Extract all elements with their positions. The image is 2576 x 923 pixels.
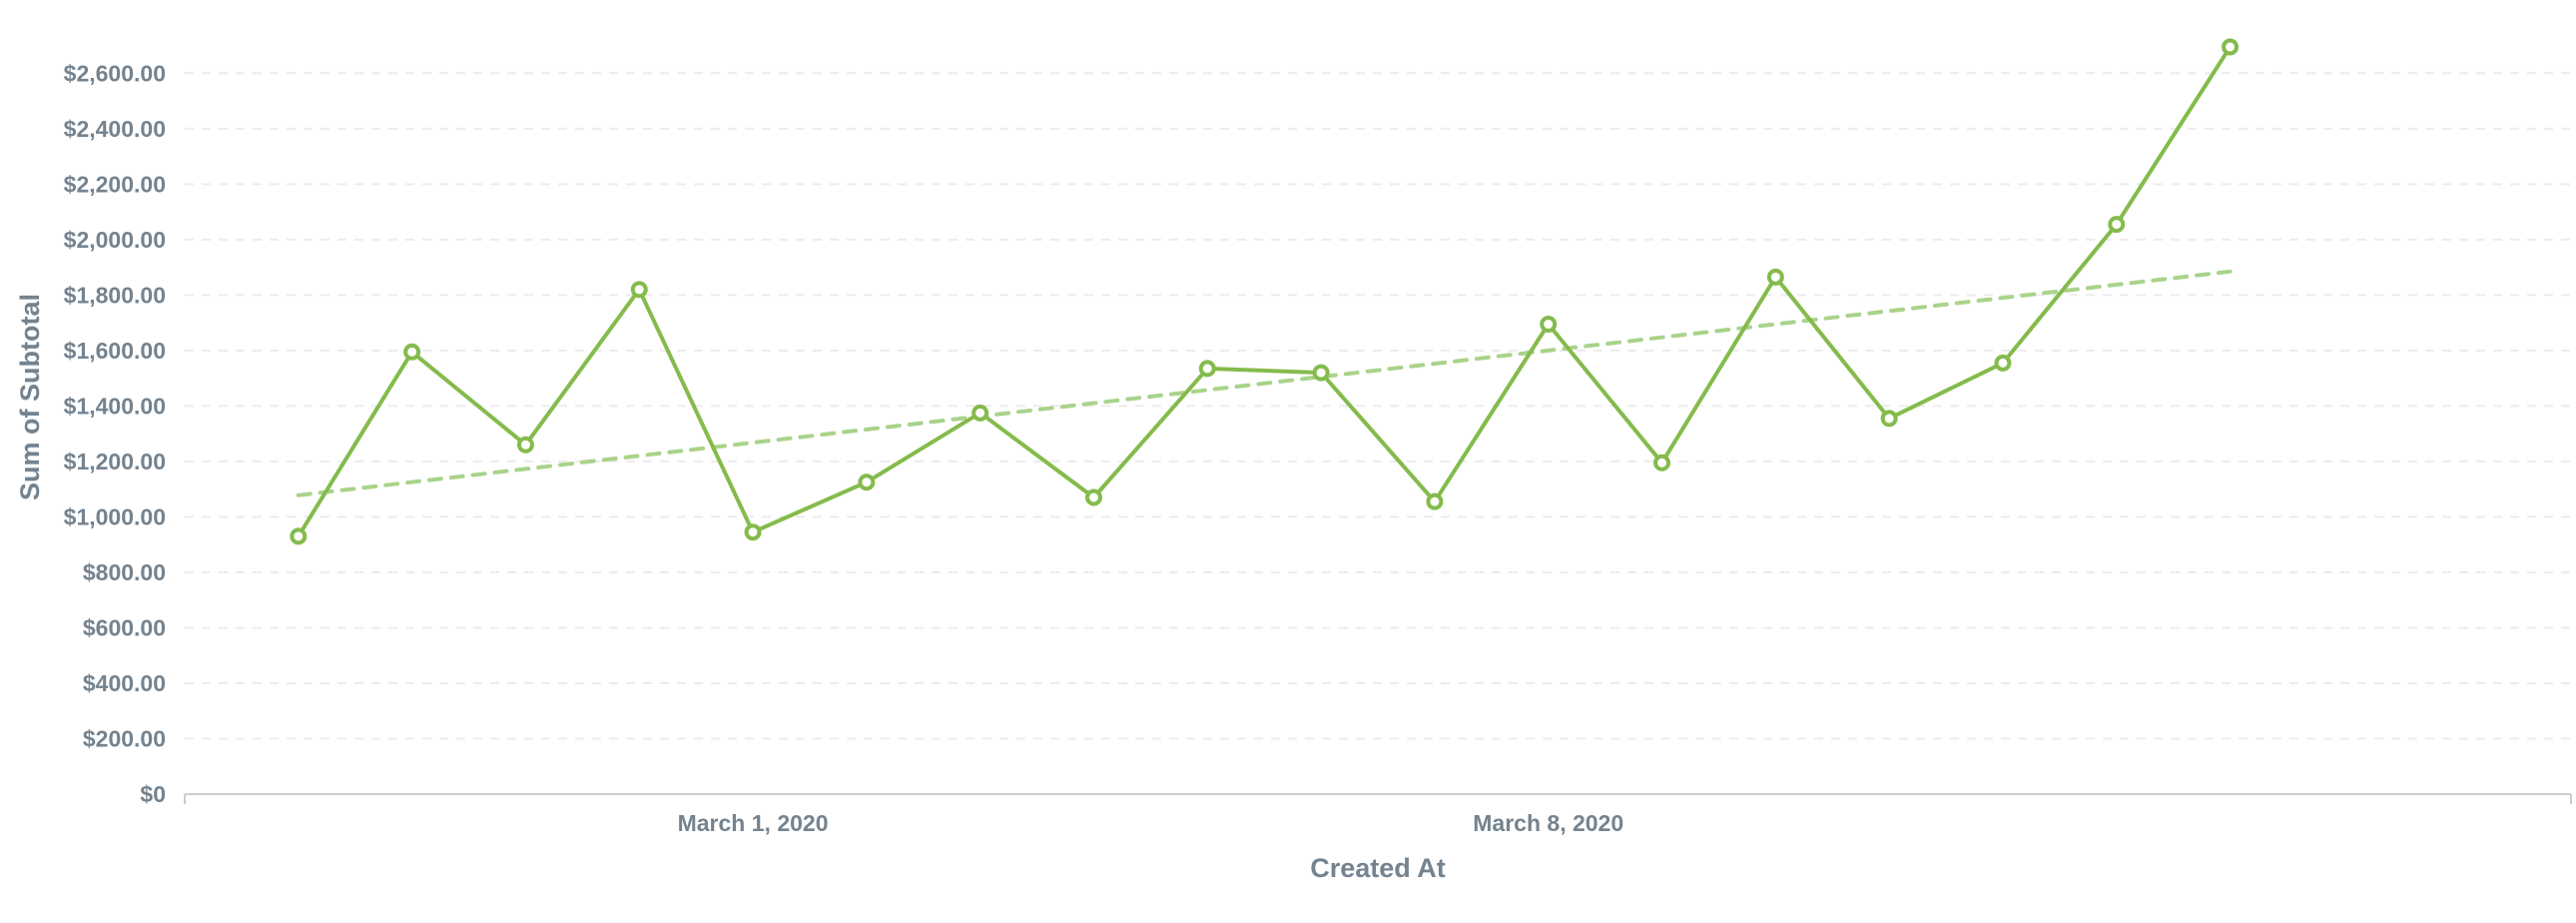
x-axis-ticks: March 1, 2020 March 8, 2020 <box>678 810 1624 836</box>
data-point[interactable] <box>1880 410 1898 428</box>
data-point[interactable] <box>290 527 308 545</box>
y-tick-label: $0 <box>140 781 166 807</box>
x-tick-label: March 1, 2020 <box>678 810 829 836</box>
data-point[interactable] <box>1540 316 1558 334</box>
x-axis-title: Created At <box>1310 853 1446 883</box>
data-point[interactable] <box>630 281 648 299</box>
y-tick-label: $1,600.00 <box>64 338 166 364</box>
data-point[interactable] <box>1653 454 1671 471</box>
data-point[interactable] <box>516 436 534 454</box>
y-tick-label: $800.00 <box>83 559 166 585</box>
data-point[interactable] <box>1084 488 1102 506</box>
series-line <box>296 44 2233 538</box>
data-point[interactable] <box>744 523 762 541</box>
y-tick-label: $600.00 <box>83 614 166 640</box>
data-point[interactable] <box>1994 354 2012 372</box>
y-tick-label: $400.00 <box>83 670 166 696</box>
x-tick-label: March 8, 2020 <box>1473 810 1623 836</box>
y-tick-label: $2,000.00 <box>64 227 166 253</box>
y-tick-label: $1,400.00 <box>64 393 166 419</box>
data-point[interactable] <box>2222 38 2240 56</box>
data-point[interactable] <box>1198 360 1216 378</box>
data-point[interactable] <box>858 473 876 491</box>
y-axis-title: Sum of Subtotal <box>15 294 45 500</box>
data-point[interactable] <box>1766 268 1784 286</box>
y-tick-label: $1,200.00 <box>64 449 166 474</box>
data-point[interactable] <box>971 404 989 422</box>
y-tick-label: $2,400.00 <box>64 116 166 142</box>
data-point[interactable] <box>1426 492 1444 510</box>
data-points <box>290 38 2240 545</box>
y-tick-label: $200.00 <box>83 725 166 751</box>
y-tick-label: $2,600.00 <box>64 60 166 86</box>
y-tick-label: $2,200.00 <box>64 171 166 197</box>
y-tick-label: $1,000.00 <box>64 503 166 529</box>
data-point[interactable] <box>1312 364 1330 382</box>
y-axis-ticks: $0 $200.00 $400.00 $600.00 $800.00 $1,000.00 $… <box>64 60 166 807</box>
data-point[interactable] <box>2108 216 2126 234</box>
y-tick-label: $1,800.00 <box>64 282 166 308</box>
data-point[interactable] <box>403 343 421 361</box>
trend-line <box>296 269 2233 497</box>
